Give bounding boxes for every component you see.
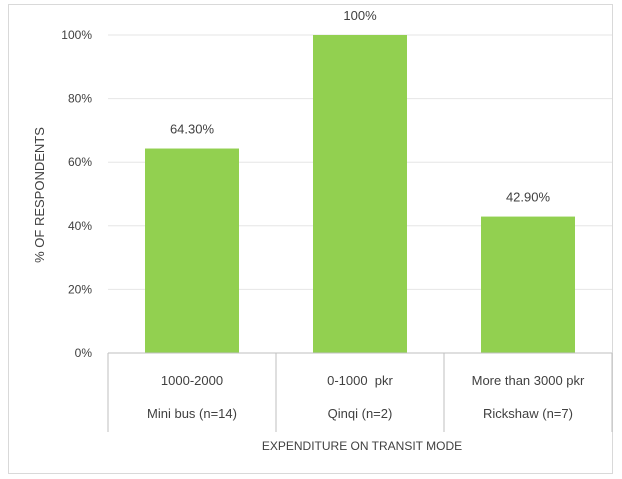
bar <box>313 35 407 353</box>
x-tick-label-mode: Qinqi (n=2) <box>328 406 393 421</box>
data-label: 42.90% <box>506 190 551 205</box>
x-tick-label-mode: Mini bus (n=14) <box>147 406 237 421</box>
bar <box>481 216 575 353</box>
y-tick-label: 20% <box>68 282 92 296</box>
y-tick-label: 40% <box>68 219 92 233</box>
x-tick-label-mode: Rickshaw (n=7) <box>483 406 573 421</box>
bar <box>145 148 239 353</box>
y-tick-label: 0% <box>75 346 93 360</box>
y-axis: 0% 20% 40% 60% 80% 100% <box>61 28 92 360</box>
x-axis: 1000-2000 Mini bus (n=14) 0-1000 pkr Qinqi … <box>107 352 613 432</box>
chart-frame <box>8 4 613 474</box>
x-tick-label-range: 1000-2000 <box>161 373 223 388</box>
y-tick-label: 60% <box>68 155 92 169</box>
y-axis-title: % OF RESPONDENTS <box>32 127 47 263</box>
data-label: 100% <box>343 8 377 23</box>
data-labels: 64.30% 100% 42.90% <box>170 8 551 205</box>
x-tick-label-range: 0-1000 pkr <box>327 373 393 388</box>
x-tick-label-range: More than 3000 pkr <box>472 373 585 388</box>
y-tick-label: 100% <box>61 28 92 42</box>
data-label: 64.30% <box>170 122 215 137</box>
x-axis-title: EXPENDITURE ON TRANSIT MODE <box>262 439 462 453</box>
y-tick-label: 80% <box>68 92 92 106</box>
bars <box>145 35 575 353</box>
